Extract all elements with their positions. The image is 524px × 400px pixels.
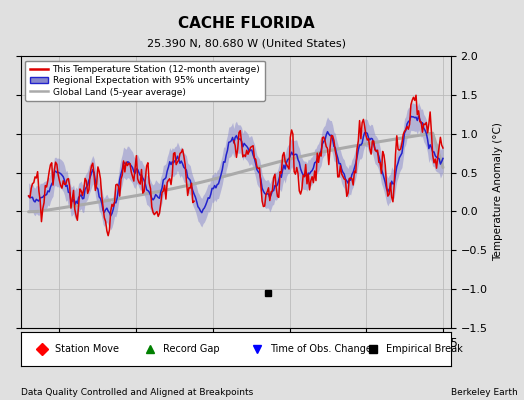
- Text: Station Move: Station Move: [56, 344, 119, 354]
- Text: CACHE FLORIDA: CACHE FLORIDA: [178, 16, 314, 31]
- Y-axis label: Temperature Anomaly (°C): Temperature Anomaly (°C): [493, 122, 503, 262]
- Text: Data Quality Controlled and Aligned at Breakpoints: Data Quality Controlled and Aligned at B…: [21, 388, 253, 397]
- Text: Time of Obs. Change: Time of Obs. Change: [270, 344, 372, 354]
- Text: Empirical Break: Empirical Break: [386, 344, 463, 354]
- Text: Record Gap: Record Gap: [163, 344, 220, 354]
- Text: 25.390 N, 80.680 W (United States): 25.390 N, 80.680 W (United States): [147, 38, 346, 48]
- Text: Berkeley Earth: Berkeley Earth: [451, 388, 517, 397]
- Legend: This Temperature Station (12-month average), Regional Expectation with 95% uncer: This Temperature Station (12-month avera…: [26, 60, 265, 101]
